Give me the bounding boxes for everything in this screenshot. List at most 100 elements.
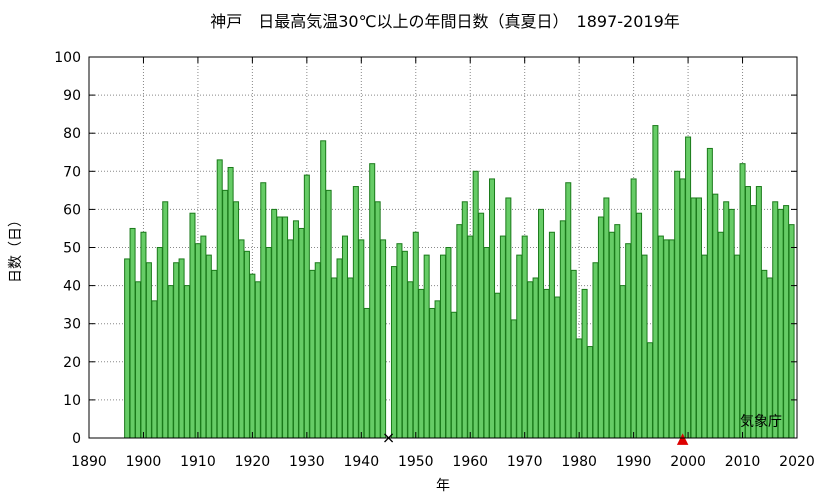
bar-2005	[712, 193, 719, 439]
bar-2019	[788, 224, 795, 439]
bar-1967	[505, 197, 512, 439]
x-tick-label: 1920	[235, 454, 271, 470]
bar-2016	[772, 201, 779, 439]
bar-1934	[325, 189, 332, 439]
bar-1935	[331, 277, 338, 439]
y-tick-label: 10	[63, 393, 81, 409]
y-tick-label: 0	[72, 431, 81, 447]
y-tick-label: 90	[63, 88, 81, 104]
bar-1999	[679, 178, 686, 439]
bar-1921	[254, 281, 261, 439]
bar-1926	[282, 216, 289, 439]
bar-1975	[548, 231, 555, 439]
bar-2010	[739, 163, 746, 439]
bar-1960	[467, 235, 474, 439]
bar-1947	[396, 243, 403, 439]
y-axis-title: 日数（日）	[8, 213, 24, 283]
bar-1942	[369, 163, 376, 439]
y-tick-label: 100	[54, 50, 81, 66]
bar-2001	[690, 197, 697, 439]
bar-1972	[532, 277, 539, 439]
bar-1976	[554, 296, 561, 439]
bar-1951	[418, 288, 425, 439]
bar-1933	[320, 140, 327, 439]
y-tick-label: 80	[63, 126, 81, 142]
bar-1911	[200, 235, 207, 439]
x-tick-label: 2020	[779, 454, 815, 470]
bar-1959	[461, 201, 468, 439]
bar-1998	[674, 170, 681, 439]
x-tick-label: 1890	[71, 454, 107, 470]
bar-1968	[510, 319, 517, 439]
x-tick-label: 1980	[561, 454, 597, 470]
chart-title: 神戸 日最高気温30℃以上の年間日数（真夏日） 1897-2019年	[210, 12, 680, 31]
bar-1973	[538, 208, 545, 439]
x-tick-label: 2000	[670, 454, 706, 470]
bar-1899	[135, 281, 142, 439]
bar-2011	[744, 186, 751, 439]
bar-1993	[646, 342, 653, 439]
bar-1938	[347, 277, 354, 439]
x-tick-label: 1970	[507, 454, 543, 470]
bar-1994	[652, 125, 659, 439]
bar-1932	[314, 262, 321, 439]
bar-1920	[249, 273, 256, 439]
bar-1904	[162, 201, 169, 439]
bar-2013	[755, 186, 762, 439]
bar-1898	[129, 227, 136, 439]
bar-1903	[156, 247, 163, 439]
bar-1979	[570, 269, 577, 439]
bar-1937	[341, 235, 348, 439]
bar-2009	[734, 254, 741, 439]
bar-1952	[423, 254, 430, 439]
bar-1940	[358, 239, 365, 439]
bar-1969	[516, 254, 523, 439]
bar-1990	[630, 178, 637, 439]
bar-1964	[489, 178, 496, 439]
bar-1991	[636, 212, 643, 439]
bar-1922	[260, 182, 267, 439]
x-tick-label: 1950	[398, 454, 434, 470]
bar-1981	[581, 288, 588, 439]
bar-1928	[292, 220, 299, 439]
bar-1974	[543, 288, 550, 439]
bar-1929	[298, 227, 305, 439]
bar-1965	[494, 292, 501, 439]
bar-1949	[407, 281, 414, 439]
bar-2008	[728, 208, 735, 439]
bar-1931	[309, 269, 316, 439]
bar-2014	[761, 269, 768, 439]
bar-1943	[374, 201, 381, 439]
bar-1988	[619, 285, 626, 439]
bar-2000	[685, 136, 692, 439]
bar-1905	[167, 285, 174, 439]
bar-1955	[439, 254, 447, 439]
bar-1908	[184, 285, 191, 439]
bar-1958	[456, 224, 463, 439]
bar-1966	[499, 235, 506, 439]
y-tick-label: 70	[63, 164, 81, 180]
bar-1950	[412, 231, 419, 439]
bar-1925	[276, 216, 283, 439]
bar-2002	[695, 197, 702, 439]
bar-2012	[750, 205, 757, 439]
bar-1914	[216, 159, 223, 439]
bar-1919	[243, 250, 250, 439]
bar-1957	[450, 311, 457, 439]
bar-1970	[521, 235, 528, 439]
bar-1912	[205, 254, 212, 439]
bar-1997	[668, 239, 675, 439]
bar-1946	[390, 266, 397, 439]
bar-1939	[352, 186, 359, 439]
bar-1956	[445, 247, 452, 439]
bar-1927	[287, 239, 294, 439]
bar-1984	[597, 216, 604, 439]
x-tick-label: 1940	[343, 454, 379, 470]
bar-1962	[478, 212, 485, 439]
bar-1948	[401, 250, 408, 439]
bar-1902	[151, 300, 158, 439]
bar-1953	[429, 307, 436, 439]
bar-1907	[178, 258, 185, 439]
bar-1987	[614, 224, 621, 439]
y-tick-label: 40	[63, 279, 81, 295]
